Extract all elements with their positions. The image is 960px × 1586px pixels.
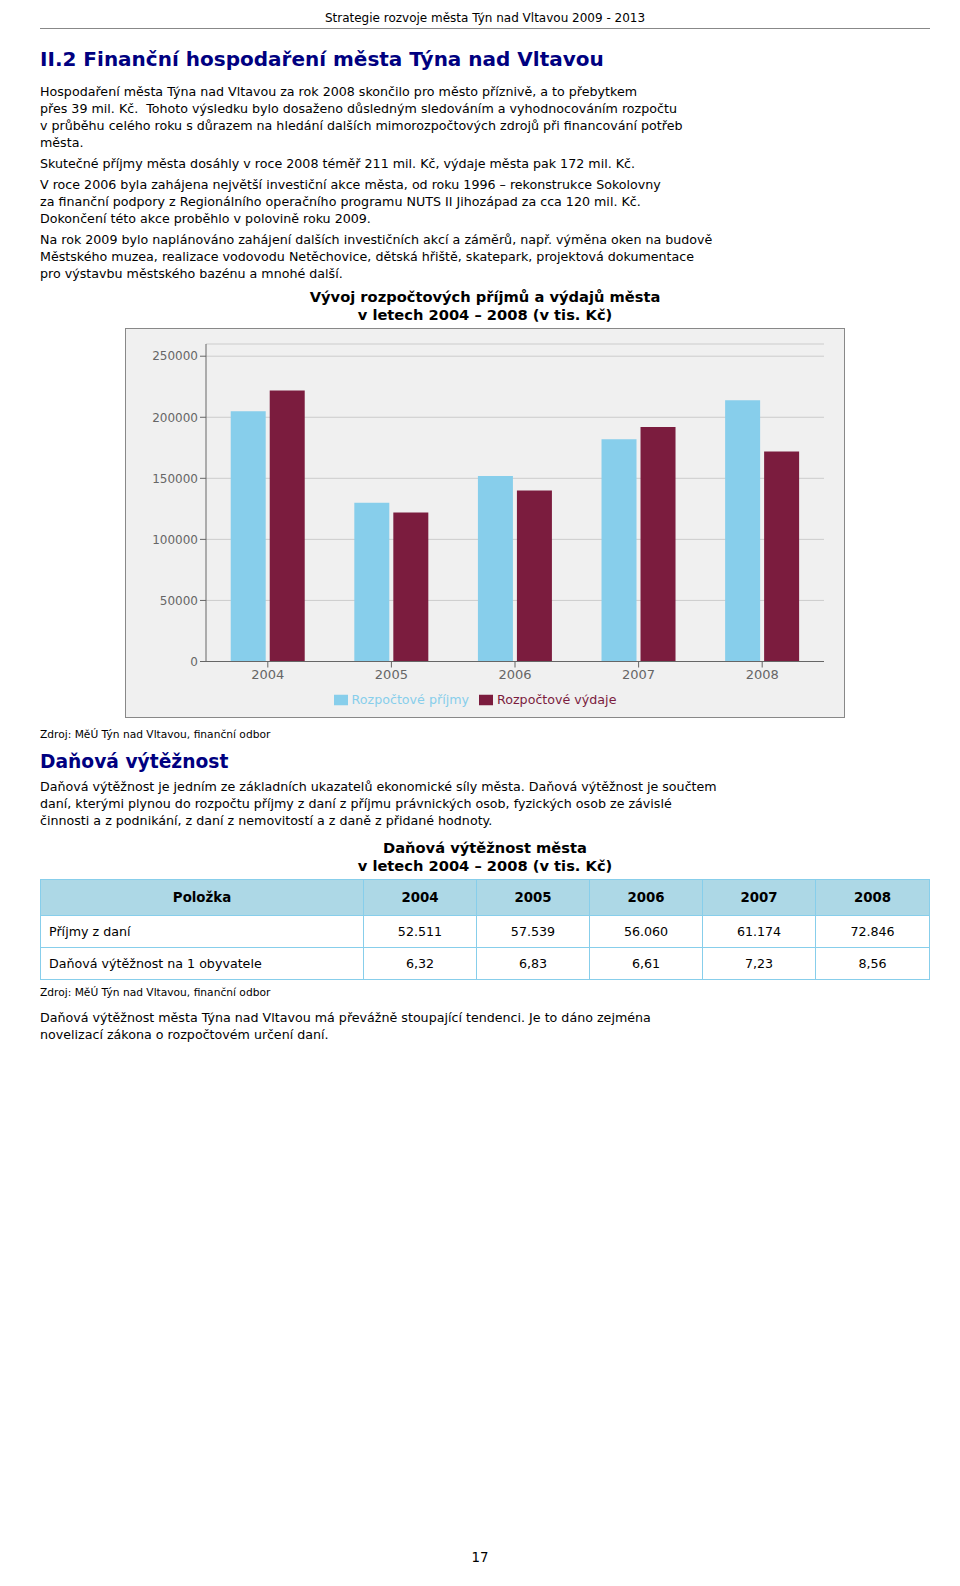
html-text:2008: 2008 [854,890,892,905]
svg-text:150000: 150000 [152,472,198,486]
html-text:17: 17 [471,1550,489,1565]
html-text:pro výstavbu městského bazénu: pro výstavbu městského bazénu a mnohé da… [40,266,343,281]
html-text:72.846: 72.846 [850,924,895,939]
html-text:8,56: 8,56 [858,956,887,971]
svg-text:2005: 2005 [375,667,408,682]
html-text:52.511: 52.511 [397,924,443,939]
html-text:7,23: 7,23 [744,956,774,971]
html-text:daní, kterými plynou do rozpoč: daní, kterými plynou do rozpočtu příjmy … [40,796,672,811]
svg-text:200000: 200000 [152,411,198,425]
html-text:61.174: 61.174 [736,924,782,939]
html-text:v letech 2004 – 2008 (v tis. K: v letech 2004 – 2008 (v tis. Kč) [357,857,613,874]
html-text:Zdroj: MěÚ Týn nad Vltavou, fi: Zdroj: MěÚ Týn nad Vltavou, finanční odb… [40,986,271,999]
html-text:Skutečné příjmy města dosáhly: Skutečné příjmy města dosáhly v roce 200… [40,156,635,171]
html-text:2005: 2005 [514,890,552,905]
html-text:Položka: Položka [172,890,232,905]
svg-text:2006: 2006 [498,667,531,682]
html-text:Daňová výtěžnost města: Daňová výtěžnost města [383,839,587,856]
html-text:V roce 2006 byla zahájena nejv: V roce 2006 byla zahájena největší inves… [40,177,661,192]
svg-text:250000: 250000 [152,349,198,363]
html-text:Daňová výtěžnost města Týna na: Daňová výtěžnost města Týna nad Vltavou … [40,1010,651,1025]
html-text:2007: 2007 [740,890,778,905]
svg-text:50000: 50000 [160,594,198,608]
html-text:v průběhu celého roku s důraze: v průběhu celého roku s důrazem na hledá… [40,118,683,133]
svg-text:2007: 2007 [622,667,655,682]
html-text:Strategie rozvoje města Týn na: Strategie rozvoje města Týn nad Vltavou … [324,11,646,25]
html-text:6,83: 6,83 [518,956,548,971]
html-text:57.539: 57.539 [510,924,556,939]
html-text:Rozpočtové výdaje: Rozpočtové výdaje [497,691,617,707]
html-text:Příjmy z daní: Příjmy z daní [49,924,131,939]
svg-text:0: 0 [190,655,198,669]
html-text:Hospodaření města Týna nad Vlt: Hospodaření města Týna nad Vltavou za ro… [40,84,637,99]
html-text:města.: města. [40,135,84,150]
html-text:Daňová výtěžnost: Daňová výtěžnost [40,751,229,772]
html-text:přes 39 mil. Kč. Tohoto výsled: přes 39 mil. Kč. Tohoto výsledku bylo do… [40,101,677,116]
html-text:novelizací zákona o rozpočtové: novelizací zákona o rozpočtovém určení d… [40,1027,329,1042]
svg-text:2008: 2008 [746,667,779,682]
html-text:Daňová výtěžnost je jedním ze: Daňová výtěžnost je jedním ze základních… [40,779,717,794]
html-text:56.060: 56.060 [623,924,669,939]
svg-text:2004: 2004 [251,667,284,682]
html-text:2006: 2006 [627,890,665,905]
html-text:Městského muzea, realizace vod: Městského muzea, realizace vodovodu Netě… [40,249,694,264]
html-text:v letech 2004 – 2008 (v tis. K: v letech 2004 – 2008 (v tis. Kč) [357,306,613,323]
html-text:za finanční podpory z Regionál: za finanční podpory z Regionálního opera… [40,194,641,209]
html-text:Na rok 2009 bylo naplánováno z: Na rok 2009 bylo naplánováno zahájení da… [40,232,713,247]
html-text:6,32: 6,32 [405,956,435,971]
html-text:Zdroj: MěÚ Týn nad Vltavou, fi: Zdroj: MěÚ Týn nad Vltavou, finanční odb… [40,728,271,741]
html-text:Dokončení této akce proběhlo v: Dokončení této akce proběhlo v polovině … [40,211,371,226]
html-text:2004: 2004 [401,890,439,905]
svg-text:100000: 100000 [152,533,198,547]
html-text:Vývoj rozpočtových příjmů a vý: Vývoj rozpočtových příjmů a výdajů města [309,288,661,305]
html-text:II.2 Finanční hospodaření měst: II.2 Finanční hospodaření města Týna nad… [40,47,604,71]
html-text:Rozpočtové příjmy: Rozpočtové příjmy [351,691,469,707]
html-text:6,61: 6,61 [631,956,661,971]
html-text:Daňová výtěžnost na 1 obyvatel: Daňová výtěžnost na 1 obyvatele [49,956,262,971]
html-text:činnosti a z podnikání, z daní: činnosti a z podnikání, z daní z nemovit… [40,813,493,828]
